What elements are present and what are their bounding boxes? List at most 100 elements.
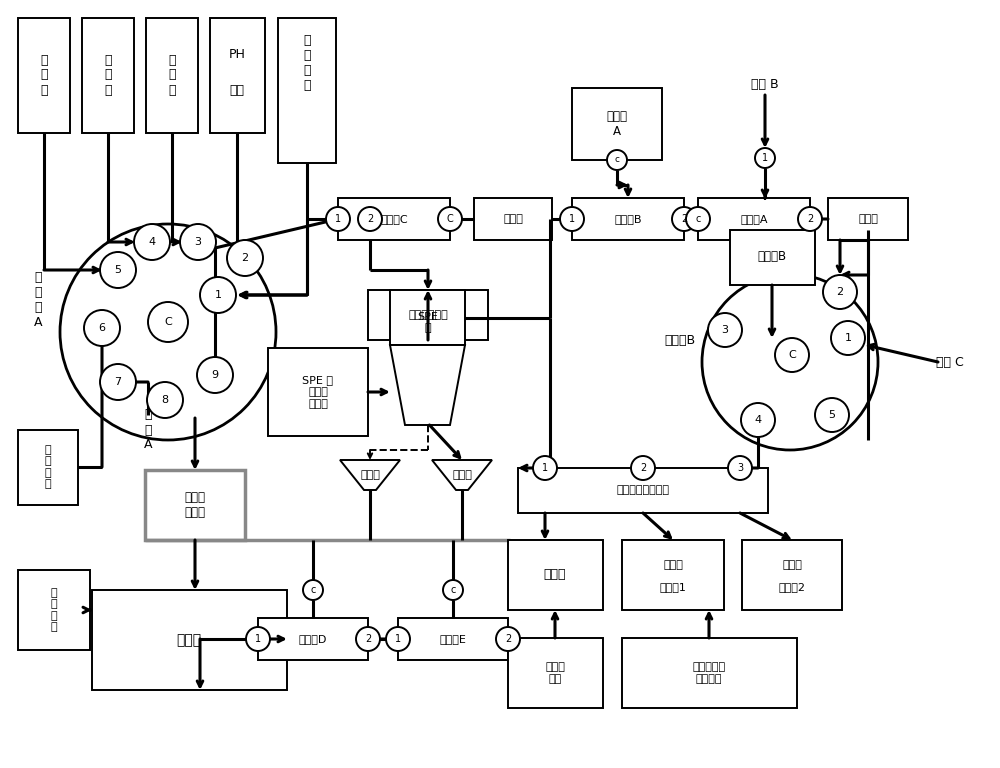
- Circle shape: [798, 207, 822, 231]
- Text: 5: 5: [828, 410, 836, 420]
- Circle shape: [815, 398, 849, 432]
- Circle shape: [147, 382, 183, 418]
- Text: 2: 2: [365, 634, 371, 644]
- Bar: [474, 198, 552, 240]
- Text: 1: 1: [214, 290, 222, 300]
- Text: 2: 2: [367, 214, 373, 224]
- Circle shape: [100, 252, 136, 288]
- Bar: [368, 290, 488, 340]
- Text: 1: 1: [255, 634, 261, 644]
- Text: c: c: [310, 585, 316, 595]
- Bar: [146, 18, 198, 133]
- Text: 6: 6: [98, 323, 106, 333]
- Bar: [390, 290, 465, 345]
- Circle shape: [246, 627, 270, 651]
- Text: 空
气
A: 空 气 A: [144, 409, 152, 452]
- Polygon shape: [390, 345, 465, 425]
- Polygon shape: [340, 460, 400, 490]
- Text: 强试剂1: 强试剂1: [660, 582, 686, 592]
- Bar: [268, 348, 368, 436]
- Bar: [572, 198, 684, 240]
- Text: 负
压
装
置: 负 压 装 置: [51, 588, 57, 632]
- Text: c: c: [695, 214, 701, 224]
- Text: 电磁阀: 电磁阀: [503, 214, 523, 224]
- Bar: [338, 198, 450, 240]
- Circle shape: [443, 580, 463, 600]
- Circle shape: [60, 224, 276, 440]
- Text: SPE 柱
自动更
换装置: SPE 柱 自动更 换装置: [302, 376, 334, 409]
- Circle shape: [708, 313, 742, 347]
- Bar: [92, 590, 287, 690]
- Bar: [508, 540, 603, 610]
- Bar: [730, 230, 815, 285]
- Circle shape: [358, 207, 382, 231]
- Text: 2: 2: [640, 463, 646, 473]
- Text: 纯净水: 纯净水: [858, 214, 878, 224]
- Text: 三通阀B: 三通阀B: [614, 214, 642, 224]
- Circle shape: [148, 302, 188, 342]
- Bar: [518, 468, 768, 513]
- Bar: [278, 18, 336, 163]
- Text: 空气 C: 空气 C: [936, 356, 964, 369]
- Bar: [508, 638, 603, 708]
- Circle shape: [100, 364, 136, 400]
- Text: 1: 1: [542, 463, 548, 473]
- Text: 7: 7: [114, 377, 122, 387]
- Bar: [210, 18, 265, 133]
- Circle shape: [560, 207, 584, 231]
- Text: 多位阀B: 多位阀B: [664, 333, 696, 346]
- Circle shape: [533, 456, 557, 480]
- Text: 检测池自动
更换装置: 检测池自动 更换装置: [692, 662, 726, 684]
- Circle shape: [741, 403, 775, 437]
- Text: 1: 1: [844, 333, 852, 343]
- Bar: [258, 618, 368, 660]
- Circle shape: [686, 207, 710, 231]
- Bar: [145, 470, 245, 540]
- Circle shape: [702, 274, 878, 450]
- Text: 3: 3: [722, 325, 728, 335]
- Text: 洗
脱
液: 洗 脱 液: [104, 54, 112, 97]
- Text: 三通阀D: 三通阀D: [299, 634, 327, 644]
- Circle shape: [386, 627, 410, 651]
- Text: 2: 2: [681, 214, 687, 224]
- Text: 1: 1: [395, 634, 401, 644]
- Text: 三通阀E: 三通阀E: [440, 634, 466, 644]
- Text: 9: 9: [211, 370, 219, 380]
- Text: 正压施加装置: 正压施加装置: [408, 310, 448, 320]
- Text: 空气 B: 空气 B: [751, 78, 779, 91]
- Text: 2: 2: [505, 634, 511, 644]
- Text: 2: 2: [807, 214, 813, 224]
- Text: 2: 2: [241, 253, 249, 263]
- Circle shape: [438, 207, 462, 231]
- Text: C: C: [164, 317, 172, 327]
- Text: 其
它
试
剂: 其 它 试 剂: [45, 445, 51, 489]
- Circle shape: [200, 277, 236, 313]
- Text: 拉曼增: 拉曼增: [663, 560, 683, 570]
- Circle shape: [84, 310, 120, 346]
- Circle shape: [227, 240, 263, 276]
- Text: 溶液: 溶液: [230, 84, 244, 97]
- Text: 三通阀A: 三通阀A: [740, 214, 768, 224]
- Text: 拉曼检
测仪: 拉曼检 测仪: [545, 662, 565, 684]
- Bar: [18, 570, 90, 650]
- Text: c: c: [614, 155, 620, 164]
- Text: 检测试剂取样装置: 检测试剂取样装置: [616, 485, 670, 495]
- Bar: [18, 18, 70, 133]
- Circle shape: [728, 456, 752, 480]
- Text: 废液池: 废液池: [452, 470, 472, 480]
- Circle shape: [303, 580, 323, 600]
- Bar: [18, 430, 78, 505]
- Text: 3: 3: [737, 463, 743, 473]
- Text: 检测池: 检测池: [544, 568, 566, 581]
- Text: 1: 1: [569, 214, 575, 224]
- Text: 废液仓: 废液仓: [176, 633, 202, 647]
- Bar: [572, 88, 662, 160]
- Circle shape: [755, 148, 775, 168]
- Bar: [622, 638, 797, 708]
- Text: 淋
洗
液: 淋 洗 液: [168, 54, 176, 97]
- Bar: [398, 618, 508, 660]
- Text: 2: 2: [836, 287, 844, 297]
- Text: C: C: [447, 214, 453, 224]
- Circle shape: [831, 321, 865, 355]
- Circle shape: [197, 357, 233, 393]
